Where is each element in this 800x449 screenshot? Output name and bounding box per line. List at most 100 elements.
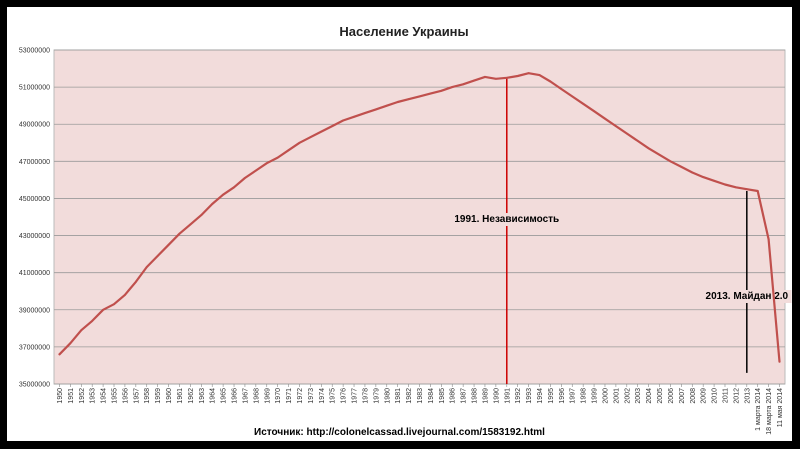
x-tick-label: 2007 [679,388,686,404]
x-tick-label: 2013 [744,388,751,404]
y-tick-label: 53000000 [19,48,50,55]
y-tick-label: 35000000 [19,382,50,389]
data-point [538,74,541,76]
x-tick-label: 1959 [155,388,162,404]
data-point [211,203,214,205]
x-tick-label: 2000 [602,388,609,404]
y-tick-label: 51000000 [19,85,50,92]
x-tick-label: 1950 [57,388,64,404]
x-tick-label: 1981 [395,388,402,404]
x-tick-label: 1967 [242,388,249,404]
x-tick-label: 1973 [308,388,315,404]
data-point [124,294,126,296]
x-tick-label: 11 мая 2014 [777,388,784,427]
x-tick-label: 1962 [188,388,195,404]
x-tick-label: 1965 [221,388,228,404]
y-tick-label: 43000000 [19,233,50,240]
x-tick-label: 1975 [330,388,337,404]
data-point [222,193,225,196]
data-point [691,171,694,174]
y-tick-label: 39000000 [19,307,50,314]
data-point [331,125,334,127]
annotation-label: 2013. Майдан 2.0 [706,291,789,302]
data-point [309,136,312,139]
data-point [713,179,715,182]
data-point [364,112,366,114]
x-tick-label: 2008 [690,388,697,404]
data-point [560,88,563,90]
x-tick-label: 18 марта 2014 [766,388,773,435]
data-point [113,303,115,306]
x-tick-label: 1956 [122,388,129,404]
x-tick-label: 1983 [417,388,424,404]
x-tick-label: 1 марта 2014 [755,388,762,431]
data-point [69,342,72,345]
y-tick-label: 45000000 [19,196,50,203]
annotation-label: 1991. Независимость [454,214,559,225]
x-tick-label: 1995 [548,388,555,404]
data-point [625,132,628,135]
x-tick-label: 1993 [526,388,533,404]
data-point [189,223,192,226]
data-point [91,320,94,322]
data-point [604,117,606,120]
data-point [145,266,148,268]
x-tick-label: 1961 [177,388,184,404]
x-tick-label: 2009 [701,388,708,404]
x-tick-label: 1958 [144,388,151,404]
gridlines [54,49,785,385]
x-tick-label: 1997 [570,388,577,404]
data-point [724,183,726,186]
data-point [473,79,475,82]
x-tick-label: 1954 [101,388,108,404]
x-tick-label: 1978 [362,388,369,404]
x-tick-label: 1985 [439,388,446,404]
data-point [680,166,683,168]
x-tick-label: 1972 [297,388,304,404]
x-tick-label: 1999 [592,388,599,404]
x-tick-label: 2005 [657,388,664,404]
x-tick-label: 2003 [635,388,642,404]
x-tick-label: 1994 [537,388,544,404]
data-point [462,83,465,86]
plot-area [53,49,786,385]
x-tick-label: 1974 [319,388,326,404]
data-point [735,186,737,189]
data-point [549,80,552,83]
series-layer [58,72,781,363]
x-tick-label: 1970 [275,388,282,404]
data-point [756,190,759,192]
x-tick-label: 2011 [722,388,729,403]
x-tick-label: 1977 [352,388,359,404]
chart-frame: Население Украины 35000000 37000000 390000… [7,7,792,441]
data-point [178,232,181,235]
y-axis-ticks: 35000000 37000000 39000000 41000000 43000000… [19,48,50,389]
x-tick-label: 1998 [581,388,588,404]
x-tick-label: 1979 [373,388,380,404]
data-point [636,140,639,142]
data-point [494,77,497,80]
data-point [614,125,617,127]
data-point [582,102,585,105]
x-tick-label: 1955 [112,388,119,404]
data-point [429,92,432,95]
data-point [593,110,595,113]
x-axis-ticks: 1950 1951 1952 1953 1954 1955 1956 1957 1958 1959… [57,384,784,435]
data-point [658,153,661,156]
x-tick-label: 2001 [613,388,620,404]
x-tick-label: 1980 [384,388,391,404]
data-point [385,104,388,107]
data-point [200,214,203,217]
data-point [571,95,574,98]
x-tick-label: 1963 [199,388,206,404]
data-point [287,149,290,152]
x-tick-label: 1976 [341,388,348,404]
y-tick-label: 41000000 [19,270,50,277]
x-tick-label: 2002 [624,388,631,404]
data-point [767,238,770,241]
data-point [265,162,268,165]
x-tick-label: 2010 [712,388,719,404]
data-point [778,360,781,363]
data-point [396,101,399,103]
data-point [745,188,748,191]
